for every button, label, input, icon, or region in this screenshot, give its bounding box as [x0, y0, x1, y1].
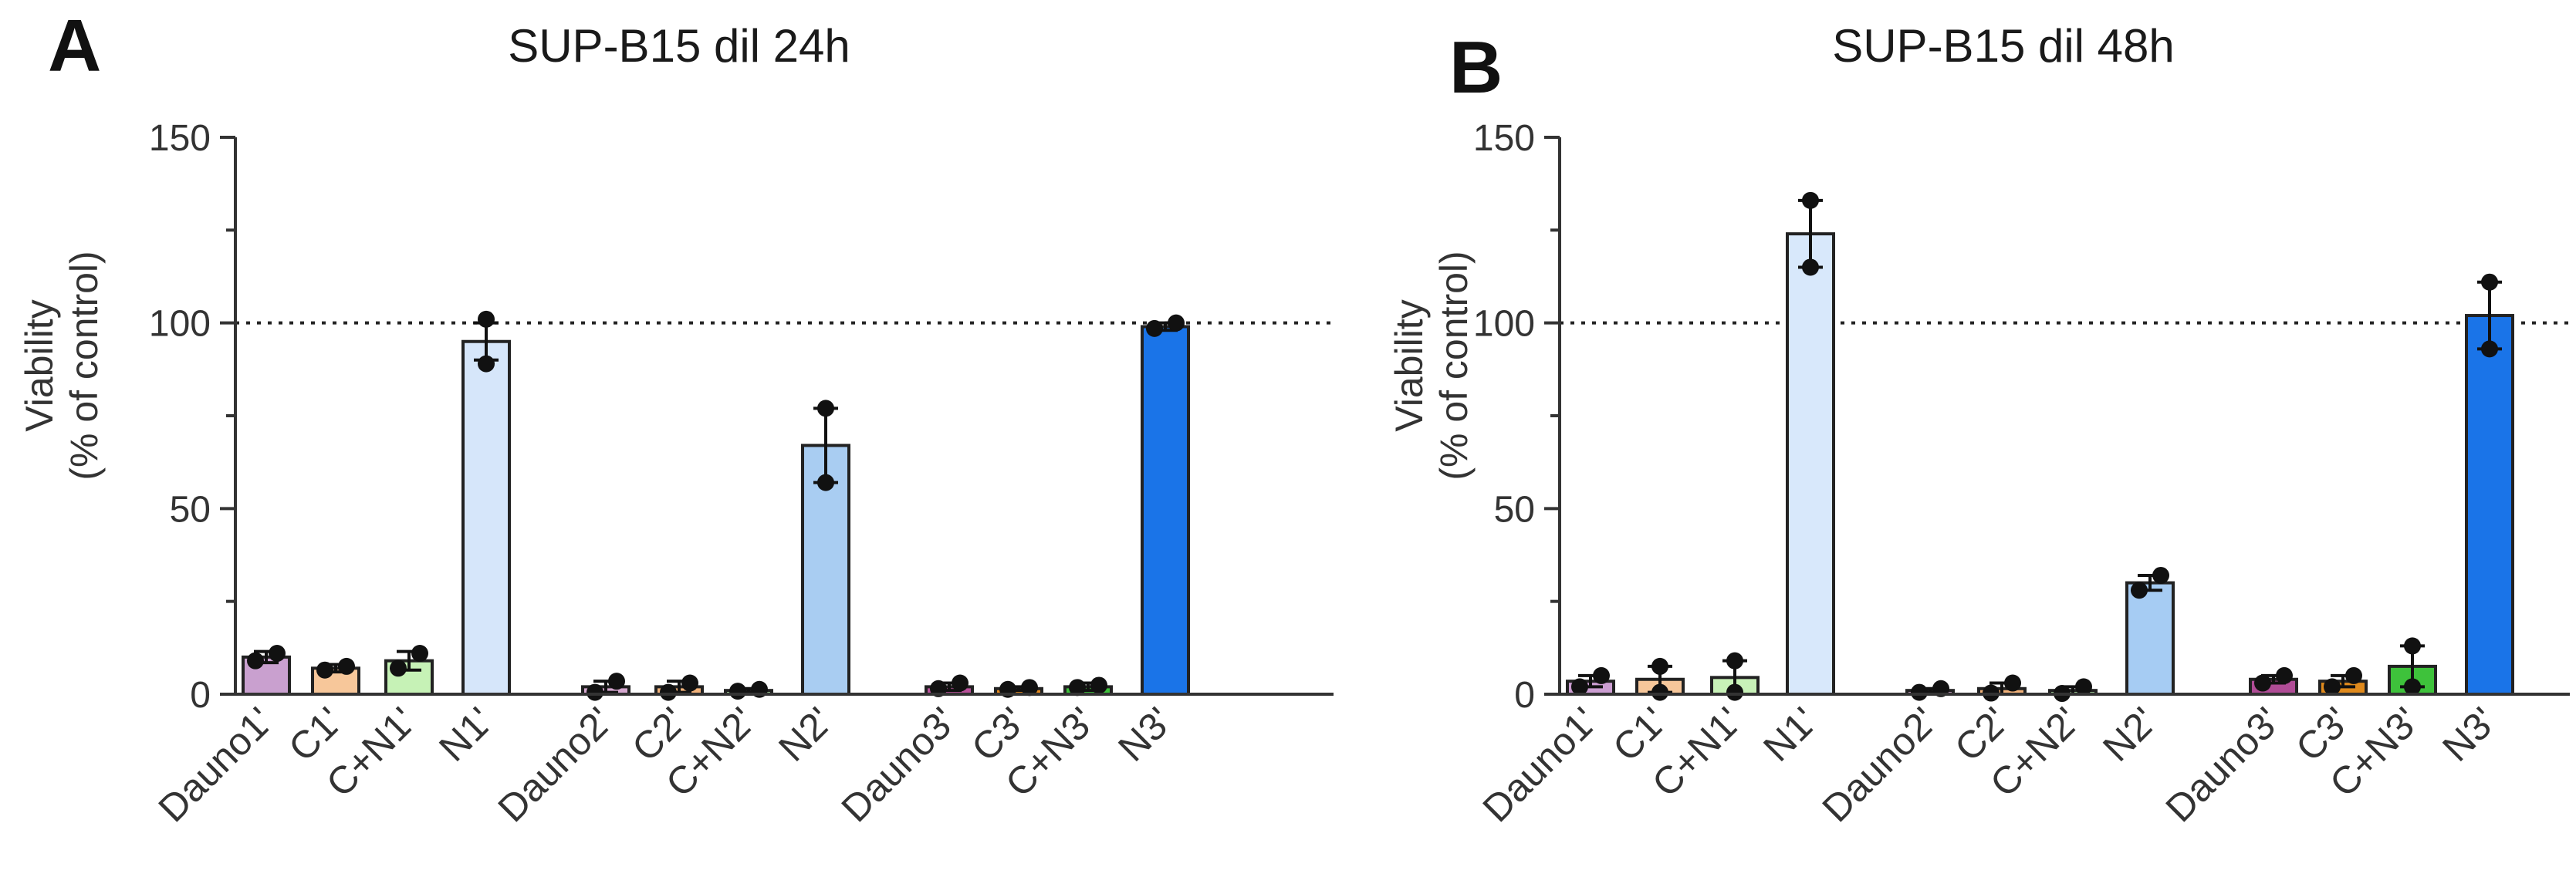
x-tick-label: Dauno2': [1814, 699, 1946, 830]
data-point: [1726, 652, 1743, 670]
data-point: [1571, 678, 1588, 696]
data-point: [247, 652, 264, 670]
data-point: [316, 661, 333, 679]
data-point: [478, 355, 495, 373]
data-point: [1021, 679, 1038, 697]
data-point: [1146, 319, 1163, 337]
data-point: [2481, 273, 2498, 291]
y-axis-label-line1: Viability: [18, 299, 61, 431]
data-point: [269, 645, 286, 663]
data-point: [411, 645, 428, 663]
y-axis-label-line1: Viability: [1388, 299, 1431, 431]
bar-N1: [461, 339, 511, 696]
y-tick-label: 150: [149, 118, 211, 159]
x-tick-label: N1': [431, 699, 502, 770]
bar-N3: [2465, 314, 2514, 696]
bar-N3: [1141, 325, 1190, 696]
data-point: [1802, 258, 1819, 276]
data-point: [952, 674, 969, 692]
x-tick-label: N2': [2094, 699, 2165, 770]
data-point: [729, 683, 746, 700]
y-tick-label: 100: [149, 304, 211, 345]
data-point: [817, 400, 834, 417]
y-tick-label: 0: [190, 675, 211, 716]
y-tick-label: 100: [1473, 304, 1535, 345]
data-point: [1069, 679, 1086, 697]
x-tick-label: N3': [1110, 699, 1181, 770]
data-point: [1651, 683, 1668, 701]
y-tick-label: 50: [170, 489, 211, 530]
x-tick-label: N1': [1755, 699, 1826, 770]
data-point: [1911, 683, 1928, 701]
y-tick-label: 0: [1514, 675, 1535, 716]
data-point: [587, 683, 603, 701]
panel-label: A: [48, 5, 101, 87]
x-tick-label: Dauno1': [150, 699, 282, 830]
x-tick-label: Dauno1': [1475, 699, 1606, 830]
y-tick-label: 50: [1494, 489, 1535, 530]
data-point: [817, 474, 834, 491]
data-point: [1651, 657, 1668, 675]
data-point: [2324, 678, 2341, 696]
data-point: [1593, 666, 1610, 684]
data-point: [1168, 314, 1185, 332]
data-point: [2276, 666, 2293, 684]
y-axis-label-line2: (% of control): [63, 251, 106, 480]
data-point: [1726, 683, 1743, 701]
data-point: [1802, 191, 1819, 209]
data-point: [1090, 676, 1107, 694]
data-point: [2481, 340, 2498, 358]
bar-N1: [1786, 232, 1835, 696]
chart-title: SUP-B15 dil 48h: [1832, 20, 2175, 72]
data-point: [681, 674, 698, 692]
data-point: [390, 659, 407, 677]
x-tick-label: N2': [770, 699, 841, 770]
x-tick-label: N3': [2434, 699, 2505, 770]
panel-label: B: [1449, 26, 1503, 109]
x-tick-label: Dauno3': [833, 699, 965, 830]
panel-b-chart: B SUP-B15 dil 48h Viability (% of contro…: [1388, 20, 2570, 830]
data-point: [2345, 666, 2362, 684]
panel-a-chart: A SUP-B15 dil 24h Viability (% of contro…: [18, 5, 1334, 830]
data-point: [608, 673, 625, 690]
data-point: [2131, 582, 2148, 599]
data-point: [2404, 678, 2421, 696]
data-point: [2004, 674, 2021, 692]
data-point: [2152, 566, 2169, 584]
chart-title: SUP-B15 dil 24h: [508, 20, 850, 72]
x-tick-label: Dauno3': [2158, 699, 2289, 830]
data-point: [478, 310, 495, 328]
data-point: [338, 657, 355, 675]
x-tick-label: Dauno2': [490, 699, 621, 830]
data-point: [2404, 637, 2421, 655]
data-point: [660, 683, 677, 701]
data-point: [2254, 674, 2271, 692]
bar-N2: [2125, 581, 2175, 696]
y-axis-label-line2: (% of control): [1432, 251, 1476, 480]
data-point: [2075, 678, 2092, 696]
y-tick-label: 150: [1473, 118, 1535, 159]
